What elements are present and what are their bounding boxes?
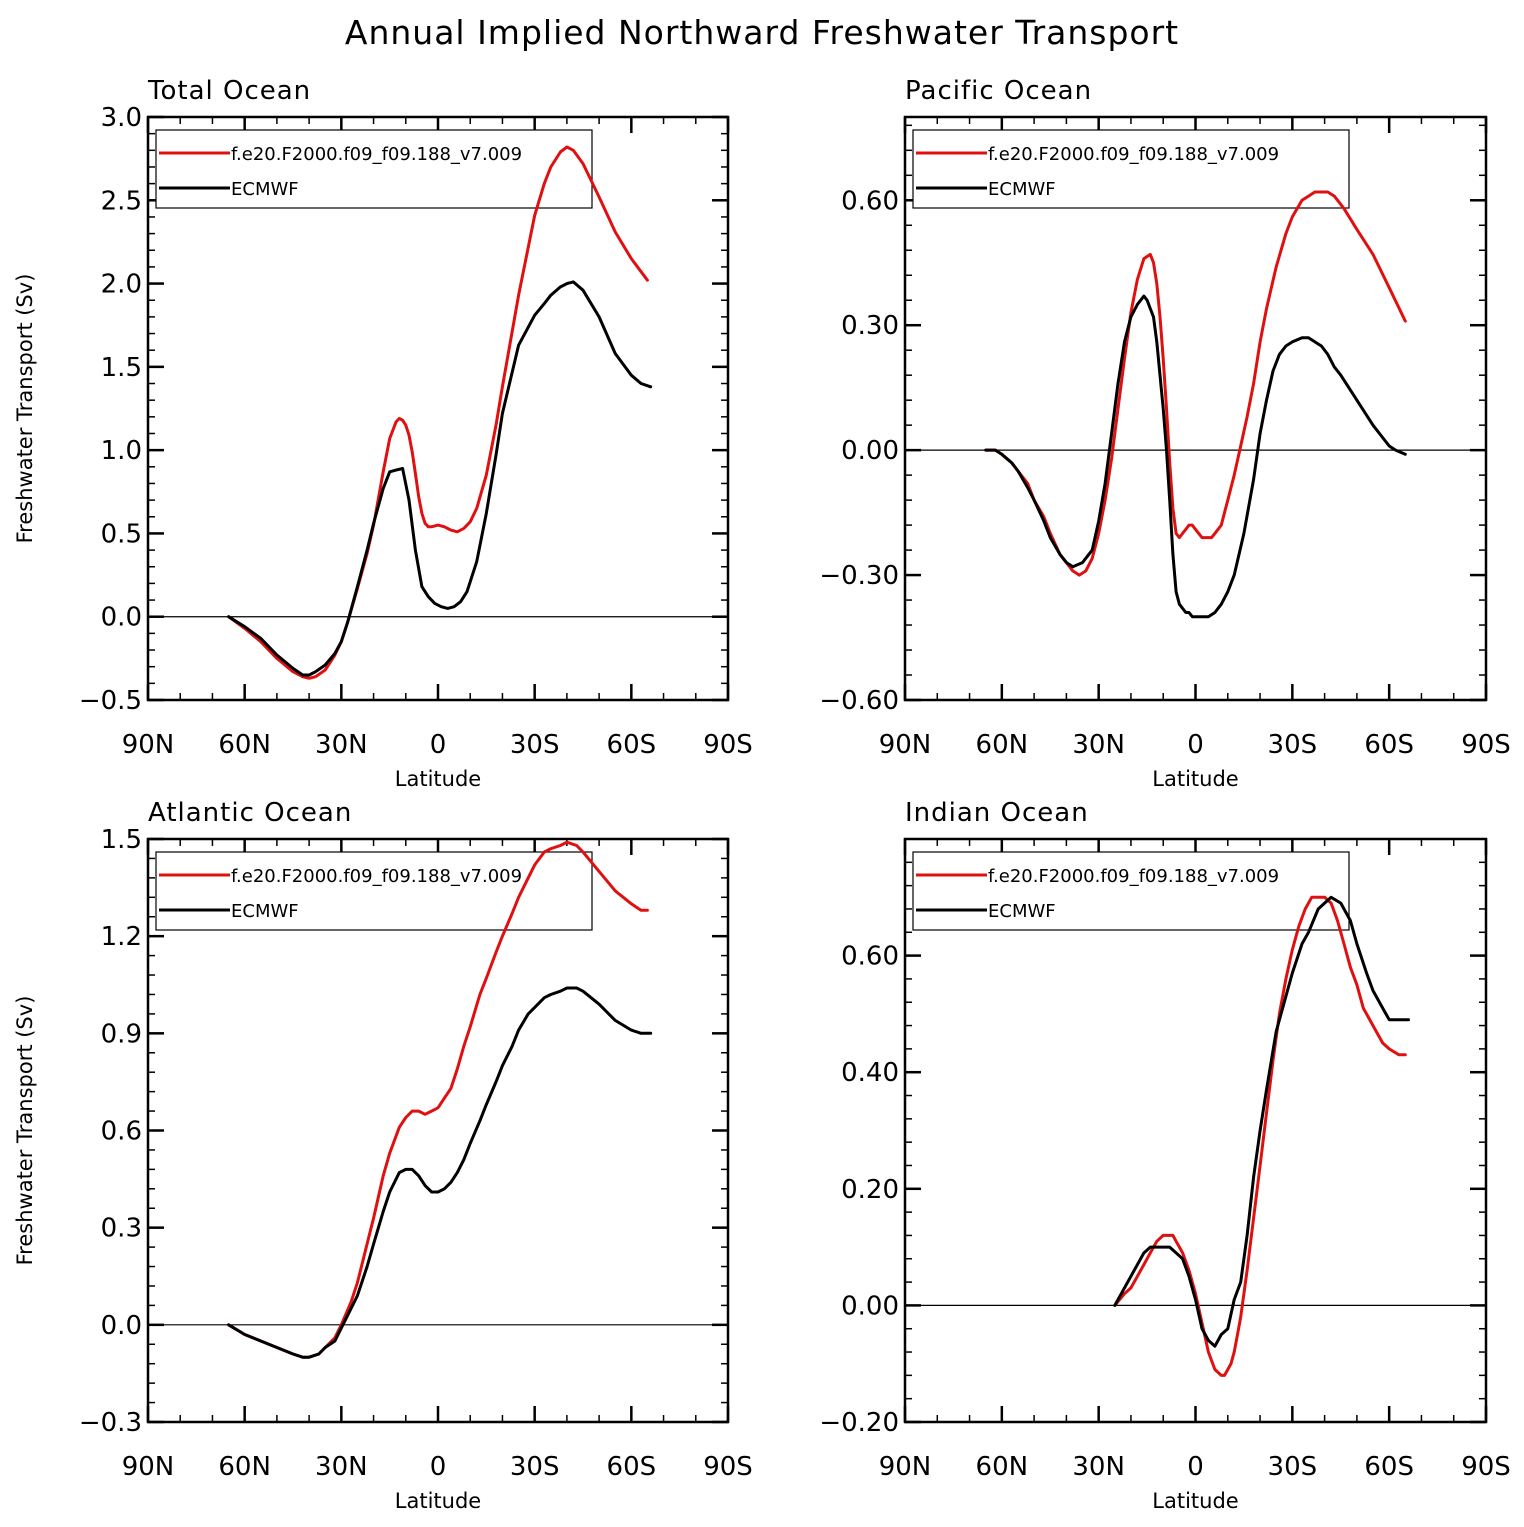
x-tick-label: 90N <box>122 730 175 760</box>
legend-label: f.e20.F2000.f09_f09.188_v7.009 <box>231 866 522 887</box>
panel-2: Atlantic Ocean −0.3 0.0 0.3 0.6 0.9 1.2 1.5 90N 6… <box>13 798 753 1513</box>
x-tick-label: 60S <box>607 1452 657 1482</box>
x-tick-label: 30N <box>315 730 368 760</box>
y-tick-label: −0.60 <box>819 686 899 716</box>
y-tick-label: 0.0 <box>101 603 142 633</box>
panel-title: Atlantic Ocean <box>148 798 352 828</box>
panel-title: Indian Ocean <box>905 798 1089 828</box>
series-line-model <box>984 190 1407 577</box>
x-tick-label: 0 <box>1187 730 1204 760</box>
legend-label: f.e20.F2000.f09_f09.188_v7.009 <box>988 866 1279 887</box>
x-tick-label: 60N <box>976 1452 1029 1482</box>
x-tick-label: 90S <box>1461 730 1511 760</box>
y-tick-label: 1.2 <box>101 922 142 952</box>
panel-title: Total Ocean <box>147 76 311 106</box>
x-tick-label: 30S <box>510 1452 560 1482</box>
x-tick-label: 0 <box>430 730 447 760</box>
series-line-ecmwf <box>227 986 653 1359</box>
x-tick-label: 60S <box>1364 730 1414 760</box>
x-tick-label: 30S <box>510 730 560 760</box>
y-tick-label: 0.3 <box>101 1214 142 1244</box>
y-tick-label: 0.60 <box>841 186 899 216</box>
y-tick-label: −0.3 <box>79 1408 142 1438</box>
x-tick-label: 30S <box>1268 730 1318 760</box>
x-axis-label: Latitude <box>1152 767 1238 791</box>
series-line-ecmwf <box>227 280 653 677</box>
y-tick-label: 0.6 <box>101 1117 142 1147</box>
x-tick-label: 30N <box>1072 1452 1125 1482</box>
legend-label: f.e20.F2000.f09_f09.188_v7.009 <box>231 144 522 165</box>
y-tick-label: 2.0 <box>101 270 142 300</box>
series-line-model <box>1113 895 1407 1377</box>
x-tick-label: 60S <box>1364 1452 1414 1482</box>
panel-title: Pacific Ocean <box>905 76 1092 106</box>
x-tick-label: 30N <box>1072 730 1125 760</box>
legend-label: ECMWF <box>988 179 1056 200</box>
x-tick-label: 0 <box>1187 1452 1204 1482</box>
plot-frame <box>146 115 730 702</box>
y-tick-label: 0.00 <box>841 436 899 466</box>
y-tick-label: 0.30 <box>841 311 899 341</box>
x-tick-label: 60S <box>607 730 657 760</box>
legend-label: ECMWF <box>231 179 299 200</box>
x-axis-label: Latitude <box>1152 1489 1238 1513</box>
legend-label: ECMWF <box>231 901 299 922</box>
legend-label: ECMWF <box>988 901 1056 922</box>
y-tick-label: 0.40 <box>841 1058 899 1088</box>
x-tick-label: 0 <box>430 1452 447 1482</box>
x-tick-label: 90N <box>879 730 932 760</box>
x-tick-label: 90S <box>1461 1452 1511 1482</box>
x-tick-label: 90N <box>879 1452 932 1482</box>
legend-box <box>155 851 593 931</box>
x-tick-label: 60N <box>218 730 271 760</box>
x-axis-label: Latitude <box>395 767 481 791</box>
series-line-ecmwf <box>1113 895 1410 1348</box>
y-tick-label: −0.20 <box>819 1408 899 1438</box>
y-tick-label: 2.5 <box>101 186 142 216</box>
legend-box <box>912 129 1350 209</box>
plot-frame <box>903 115 1488 702</box>
x-tick-label: 30S <box>1268 1452 1318 1482</box>
y-tick-label: 0.60 <box>841 942 899 972</box>
plot-frame <box>146 837 730 1424</box>
y-axis-label: Freshwater Transport (Sv) <box>13 274 37 544</box>
panel-0: Total Ocean −0.5 0.0 0.5 1.0 1.5 2.0 2.5 3.0 90N 6… <box>13 76 753 791</box>
x-tick-label: 90N <box>122 1452 175 1482</box>
x-axis-label: Latitude <box>395 1489 481 1513</box>
y-tick-label: −0.5 <box>79 686 142 716</box>
y-tick-label: 0.0 <box>101 1311 142 1341</box>
y-axis-label: Freshwater Transport (Sv) <box>13 996 37 1266</box>
x-tick-label: 90S <box>703 1452 753 1482</box>
plot-frame <box>903 837 1488 1424</box>
y-tick-label: 0.00 <box>841 1291 899 1321</box>
panel-3: Indian Ocean −0.20 0.00 0.20 0.40 0.60 90N 60N 3… <box>819 798 1510 1513</box>
legend-label: f.e20.F2000.f09_f09.188_v7.009 <box>988 144 1279 165</box>
legend-box <box>912 851 1350 931</box>
y-tick-label: 0.9 <box>101 1019 142 1049</box>
x-tick-label: 60N <box>218 1452 271 1482</box>
x-tick-label: 90S <box>703 730 753 760</box>
y-tick-label: 1.5 <box>101 353 142 383</box>
y-tick-label: 0.5 <box>101 519 142 549</box>
y-tick-label: −0.30 <box>819 561 899 591</box>
legend-box <box>155 129 593 209</box>
series-line-ecmwf <box>984 294 1407 619</box>
figure-title: Annual Implied Northward Freshwater Tran… <box>345 13 1179 52</box>
y-tick-label: 3.0 <box>101 103 142 133</box>
series-line-model <box>227 145 649 680</box>
x-tick-label: 30N <box>315 1452 368 1482</box>
y-tick-label: 1.5 <box>101 825 142 855</box>
x-tick-label: 60N <box>976 730 1029 760</box>
panel-1: Pacific Ocean −0.60 −0.30 0.00 0.30 0.60 90N 60… <box>819 76 1510 791</box>
y-tick-label: 1.0 <box>101 436 142 466</box>
y-tick-label: 0.20 <box>841 1175 899 1205</box>
